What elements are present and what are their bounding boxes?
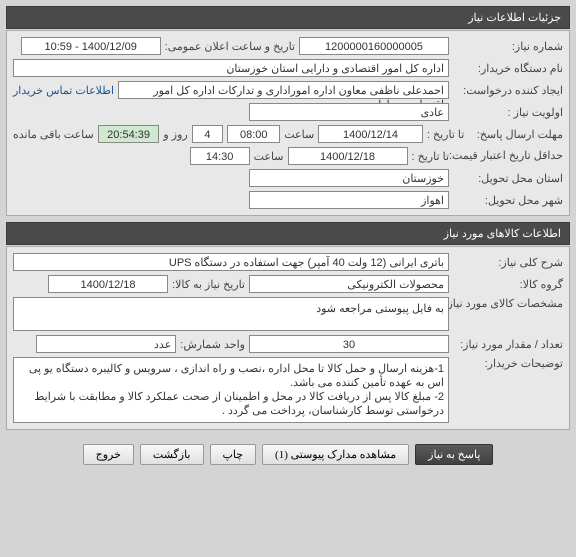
priority-value: عادی: [249, 103, 449, 121]
specs-label: مشخصات کالای مورد نیاز:: [453, 297, 563, 310]
request-no-value: 1200000160000005: [299, 37, 449, 55]
action-bar: پاسخ به نیاز مشاهده مدارک پیوستی (1) چاپ…: [6, 436, 570, 467]
deadline-days: 4: [192, 125, 224, 143]
announce-date-value: 1400/12/09 - 10:59: [21, 37, 161, 55]
notes-value: 1-هزینه ارسال و حمل کالا تا محل اداره ،ن…: [13, 357, 449, 423]
request-info-panel: شماره نیاز: 1200000160000005 تاریخ و ساع…: [6, 30, 570, 216]
validity-time: 14:30: [190, 147, 250, 165]
deadline-days-label: روز و: [163, 128, 187, 141]
province-value: خوزستان: [249, 169, 449, 187]
print-button[interactable]: چاپ: [210, 444, 257, 465]
announce-date-label: تاریخ و ساعت اعلان عمومی:: [165, 40, 295, 53]
item-desc-value: باتری ایرانی (12 ولت 40 آمپر) جهت استفاد…: [13, 253, 449, 271]
items-info-panel: شرح کلی نیاز: باتری ایرانی (12 ولت 40 آم…: [6, 246, 570, 430]
need-date-value: 1400/12/18: [48, 275, 168, 293]
need-date-label: تاریخ نیاز به کالا:: [172, 278, 245, 291]
priority-label: اولویت نیاز :: [453, 106, 563, 119]
unit-value: عدد: [36, 335, 176, 353]
buyer-org-label: نام دستگاه خریدار:: [453, 62, 563, 75]
qty-label: تعداد / مقدار مورد نیاز:: [453, 338, 563, 351]
respond-button[interactable]: پاسخ به نیاز: [415, 444, 493, 465]
deadline-label: مهلت ارسال پاسخ:: [468, 128, 563, 141]
province-label: استان محل تحویل:: [453, 172, 563, 185]
item-desc-label: شرح کلی نیاز:: [453, 256, 563, 269]
deadline-date: 1400/12/14: [318, 125, 423, 143]
back-button[interactable]: بازگشت: [140, 444, 204, 465]
request-info-header: جزئیات اطلاعات نیاز: [6, 6, 570, 29]
city-label: شهر محل تحویل:: [453, 194, 563, 207]
deadline-time: 08:00: [227, 125, 280, 143]
contact-info-link[interactable]: اطلاعات تماس خریدار: [13, 84, 114, 97]
group-value: محصولات الکترونیکی: [249, 275, 449, 293]
items-info-header: اطلاعات کالاهای مورد نیاز: [6, 222, 570, 245]
buyer-org-value: اداره کل امور اقتصادی و دارایی استان خوز…: [13, 59, 449, 77]
group-label: گروه کالا:: [453, 278, 563, 291]
unit-label: واحد شمارش:: [180, 338, 245, 351]
deadline-time-label: ساعت: [284, 128, 314, 141]
deadline-countdown: 20:54:39: [98, 125, 160, 143]
validity-time-label: ساعت: [254, 150, 284, 163]
creator-value: احمدعلی ناظفی معاون اداره اموراداری و تد…: [118, 81, 449, 99]
notes-label: توضیحات خریدار:: [453, 357, 563, 370]
city-value: اهواز: [249, 191, 449, 209]
deadline-todate-label: تا تاریخ :: [427, 128, 464, 141]
validity-todate-label: تا تاریخ :: [412, 150, 449, 163]
deadline-remain-label: ساعت باقی مانده: [13, 128, 94, 141]
exit-button[interactable]: خروج: [83, 444, 134, 465]
qty-value: 30: [249, 335, 449, 353]
creator-label: ایجاد کننده درخواست:: [453, 84, 563, 97]
validity-date: 1400/12/18: [288, 147, 408, 165]
view-attach-button[interactable]: مشاهده مدارک پیوستی (1): [262, 444, 409, 465]
request-no-label: شماره نیاز:: [453, 40, 563, 53]
validity-label: حداقل تاریخ اعتبار قیمت:: [453, 151, 563, 162]
specs-value: به فایل پیوستی مراجعه شود: [13, 297, 449, 331]
